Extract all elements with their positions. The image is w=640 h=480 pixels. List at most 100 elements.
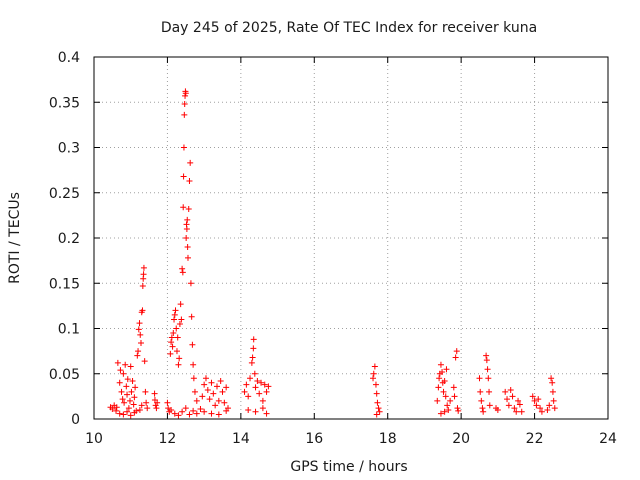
data-point — [134, 352, 141, 359]
data-point — [477, 388, 484, 395]
data-point — [180, 173, 187, 180]
data-point — [190, 375, 197, 382]
data-point — [480, 408, 487, 415]
data-point — [250, 345, 257, 352]
data-point — [263, 410, 270, 417]
data-point — [179, 265, 186, 272]
data-point — [116, 379, 123, 386]
data-point — [252, 384, 259, 391]
data-point — [119, 396, 126, 403]
data-point — [452, 354, 459, 361]
data-point — [116, 410, 123, 417]
data-point — [485, 375, 492, 382]
data-point — [440, 388, 447, 395]
data-point — [259, 405, 266, 412]
data-point — [186, 177, 193, 184]
data-point — [136, 406, 143, 413]
data-point — [124, 391, 131, 398]
y-tick-label: 0.2 — [58, 231, 80, 247]
data-point — [375, 405, 382, 412]
data-point — [151, 390, 158, 397]
y-tick-label: 0.3 — [58, 141, 80, 157]
data-point — [223, 407, 230, 414]
data-point — [144, 405, 151, 412]
data-point — [164, 399, 171, 406]
data-point — [202, 375, 209, 382]
data-point — [175, 412, 182, 419]
data-point — [436, 375, 443, 382]
data-point — [215, 397, 222, 404]
data-point — [131, 394, 138, 401]
y-tick-label: 0.25 — [49, 186, 80, 202]
data-point — [181, 101, 188, 108]
data-point — [261, 381, 268, 388]
data-point — [483, 357, 490, 364]
data-point — [153, 405, 160, 412]
data-point — [127, 363, 134, 370]
y-tick-label: 0.1 — [58, 322, 80, 338]
data-point — [247, 375, 254, 382]
data-point — [455, 407, 462, 414]
data-point — [190, 361, 197, 368]
data-point — [125, 405, 132, 412]
data-point — [137, 331, 144, 338]
data-point — [138, 402, 145, 409]
data-point — [486, 402, 493, 409]
data-point — [241, 388, 248, 395]
data-point — [201, 381, 208, 388]
data-point — [373, 411, 380, 418]
data-point — [505, 402, 512, 409]
data-point — [118, 388, 125, 395]
data-point — [143, 399, 150, 406]
data-point — [212, 402, 219, 409]
data-point — [188, 313, 195, 320]
data-point — [263, 388, 270, 395]
data-point — [538, 408, 545, 415]
data-point — [130, 401, 137, 408]
data-point — [191, 388, 198, 395]
data-point — [507, 387, 514, 394]
data-point — [178, 316, 185, 323]
data-point — [139, 282, 146, 289]
data-point — [451, 393, 458, 400]
data-point — [179, 269, 186, 276]
data-point — [213, 383, 220, 390]
data-point — [453, 348, 460, 355]
y-tick-label: 0.35 — [49, 95, 80, 111]
data-point — [548, 375, 555, 382]
data-point — [181, 111, 188, 118]
data-point — [140, 271, 147, 278]
data-point — [140, 264, 147, 271]
data-point — [121, 399, 128, 406]
data-point — [441, 408, 448, 415]
data-point — [373, 390, 380, 397]
x-tick-label: 20 — [452, 431, 470, 447]
data-point — [210, 390, 217, 397]
data-point — [113, 407, 120, 414]
data-point — [544, 406, 551, 413]
data-point — [197, 406, 204, 413]
data-point — [486, 388, 493, 395]
data-point — [169, 343, 176, 350]
data-point — [154, 399, 161, 406]
data-point — [132, 384, 139, 391]
data-point — [117, 367, 124, 374]
data-point — [142, 388, 149, 395]
data-point — [184, 216, 191, 223]
data-point — [434, 397, 441, 404]
data-point — [126, 397, 133, 404]
data-point — [376, 408, 383, 415]
data-point — [135, 348, 142, 355]
data-point — [120, 370, 127, 377]
data-point — [176, 355, 183, 362]
y-axis-label: ROTI / TECUs — [7, 192, 23, 284]
data-point — [136, 320, 143, 327]
data-point — [509, 393, 516, 400]
data-point — [447, 397, 454, 404]
data-point — [180, 204, 187, 211]
data-point — [546, 402, 553, 409]
data-point — [245, 393, 252, 400]
data-point — [139, 307, 146, 314]
data-point — [454, 405, 461, 412]
data-point — [175, 361, 182, 368]
